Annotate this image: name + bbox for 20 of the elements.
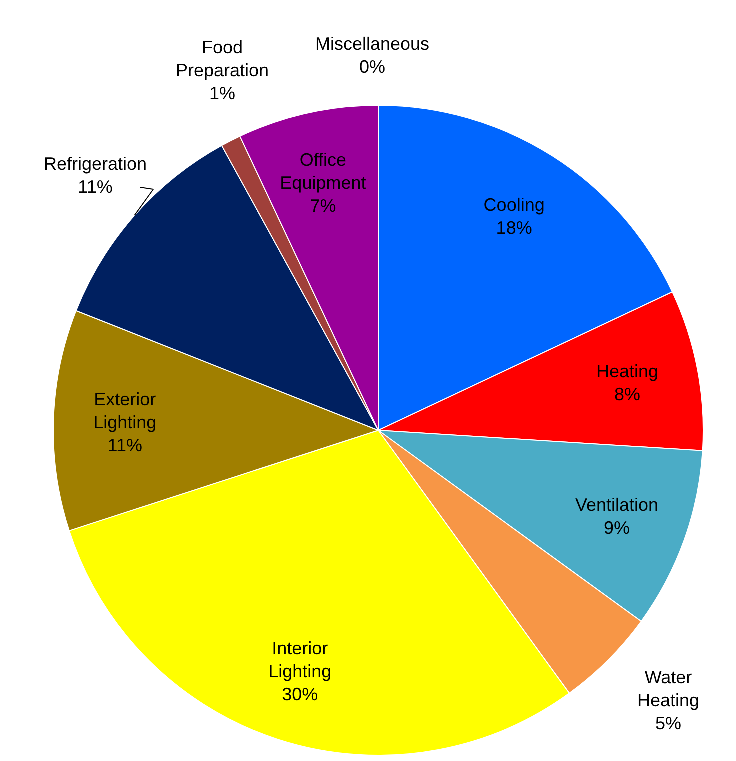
data-label: 30% [282,684,318,705]
slice-label: Water Heating [637,668,700,710]
data-label: 9% [604,518,630,538]
slice-label: Office Equipment [280,150,366,194]
data-label: 11% [108,436,142,456]
slice-label: Exterior Lighting [94,390,157,433]
slice-label: Ventilation [575,494,659,515]
slice-label: Heating [596,362,659,382]
slice-label: Interior Lighting [268,638,332,682]
data-label: 8% [614,384,641,404]
category-label: Miscellaneous [315,34,430,54]
data-label: 5% [655,714,682,734]
data-label: 1% [209,84,236,104]
data-label: 7% [310,196,336,216]
data-label: 11% [78,177,113,197]
text: 0% [359,57,386,77]
slice-label: Refrigeration [44,154,148,174]
slice-label: Cooling [484,194,545,215]
slice-label: Food Preparation [176,38,270,80]
data-label: 18% [496,218,532,238]
